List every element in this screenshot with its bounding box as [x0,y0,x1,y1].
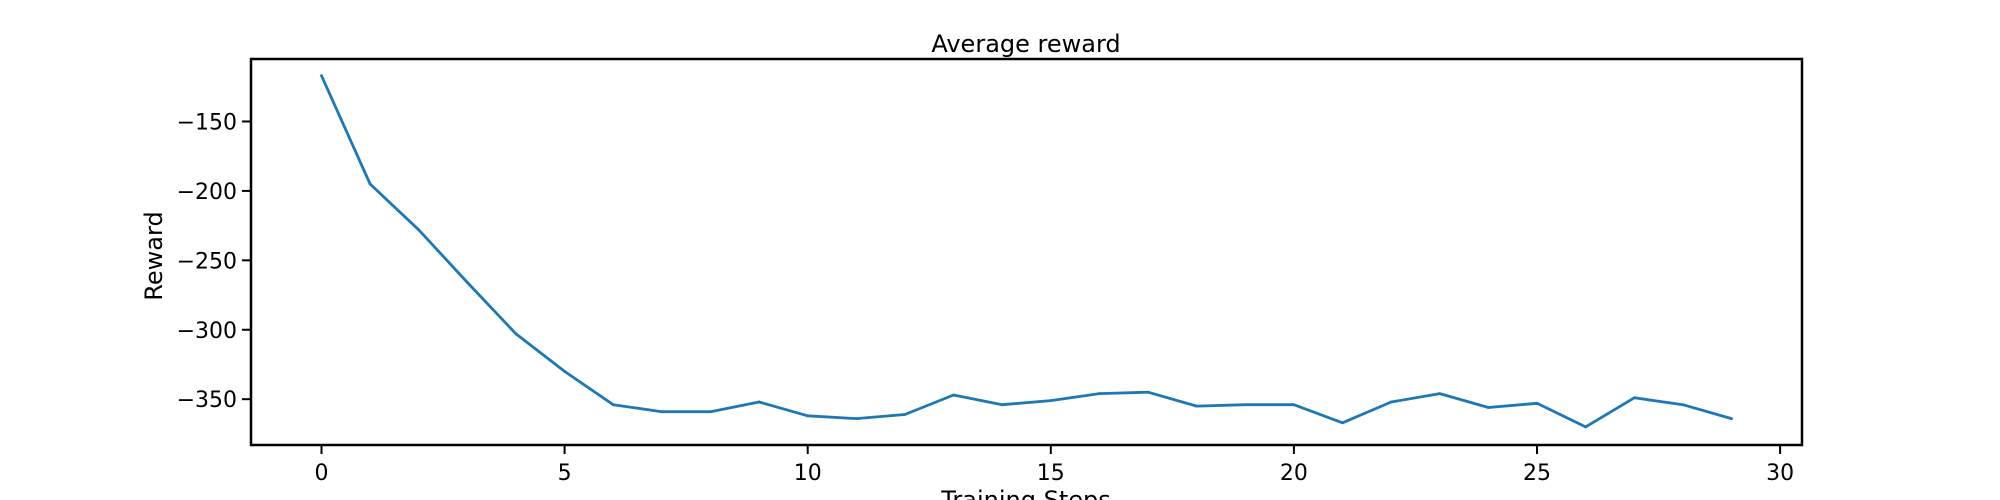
y-axis-label: Reward [140,211,168,300]
data-point [320,74,323,78]
data-point [1389,400,1393,404]
chart-title: Average reward [931,30,1120,58]
data-point [1730,417,1733,421]
data-point [1146,390,1150,394]
x-tick-label: 0 [315,461,329,486]
series-points [320,74,1733,429]
x-tick-label: 5 [558,461,572,486]
data-point [1000,403,1004,407]
data-point [1049,399,1053,402]
data-point [514,332,518,336]
data-point [1292,403,1296,407]
plot-frame [249,57,1804,447]
data-point [1243,403,1247,407]
data-point [368,182,372,186]
data-point [1632,396,1636,400]
data-point [1486,406,1490,409]
y-axis: −350 −300 −250 −200 −150 [177,110,251,413]
y-tick-label: −150 [177,110,237,135]
x-tick-label: 10 [794,461,822,486]
data-point [417,228,421,232]
data-point [611,403,615,407]
data-point [1195,404,1199,408]
data-point [903,413,907,416]
data-point [1681,403,1685,407]
data-point [952,393,955,397]
x-tick-label: 20 [1280,461,1308,486]
data-point [806,414,810,418]
x-tick-label: 25 [1523,461,1551,486]
data-point [1341,421,1344,425]
y-tick-label: −300 [177,319,237,344]
y-tick-label: −350 [177,388,237,413]
series-line [320,75,1732,429]
data-point [563,370,567,373]
y-tick-label: −250 [177,249,237,274]
y-tick-label: −200 [177,180,237,205]
data-point [1535,401,1539,405]
data-point [660,410,664,414]
data-point [854,417,858,421]
data-point [1584,425,1588,429]
data-point [1098,392,1101,396]
x-tick-label: 15 [1037,461,1065,486]
data-point [757,400,761,404]
data-point [709,410,712,414]
x-axis: 0 5 10 15 20 25 30 [315,445,1794,486]
data-point [1438,392,1442,396]
x-tick-label: 30 [1766,461,1794,486]
data-point [465,281,469,284]
x-axis-label: Training Steps [940,486,1110,500]
